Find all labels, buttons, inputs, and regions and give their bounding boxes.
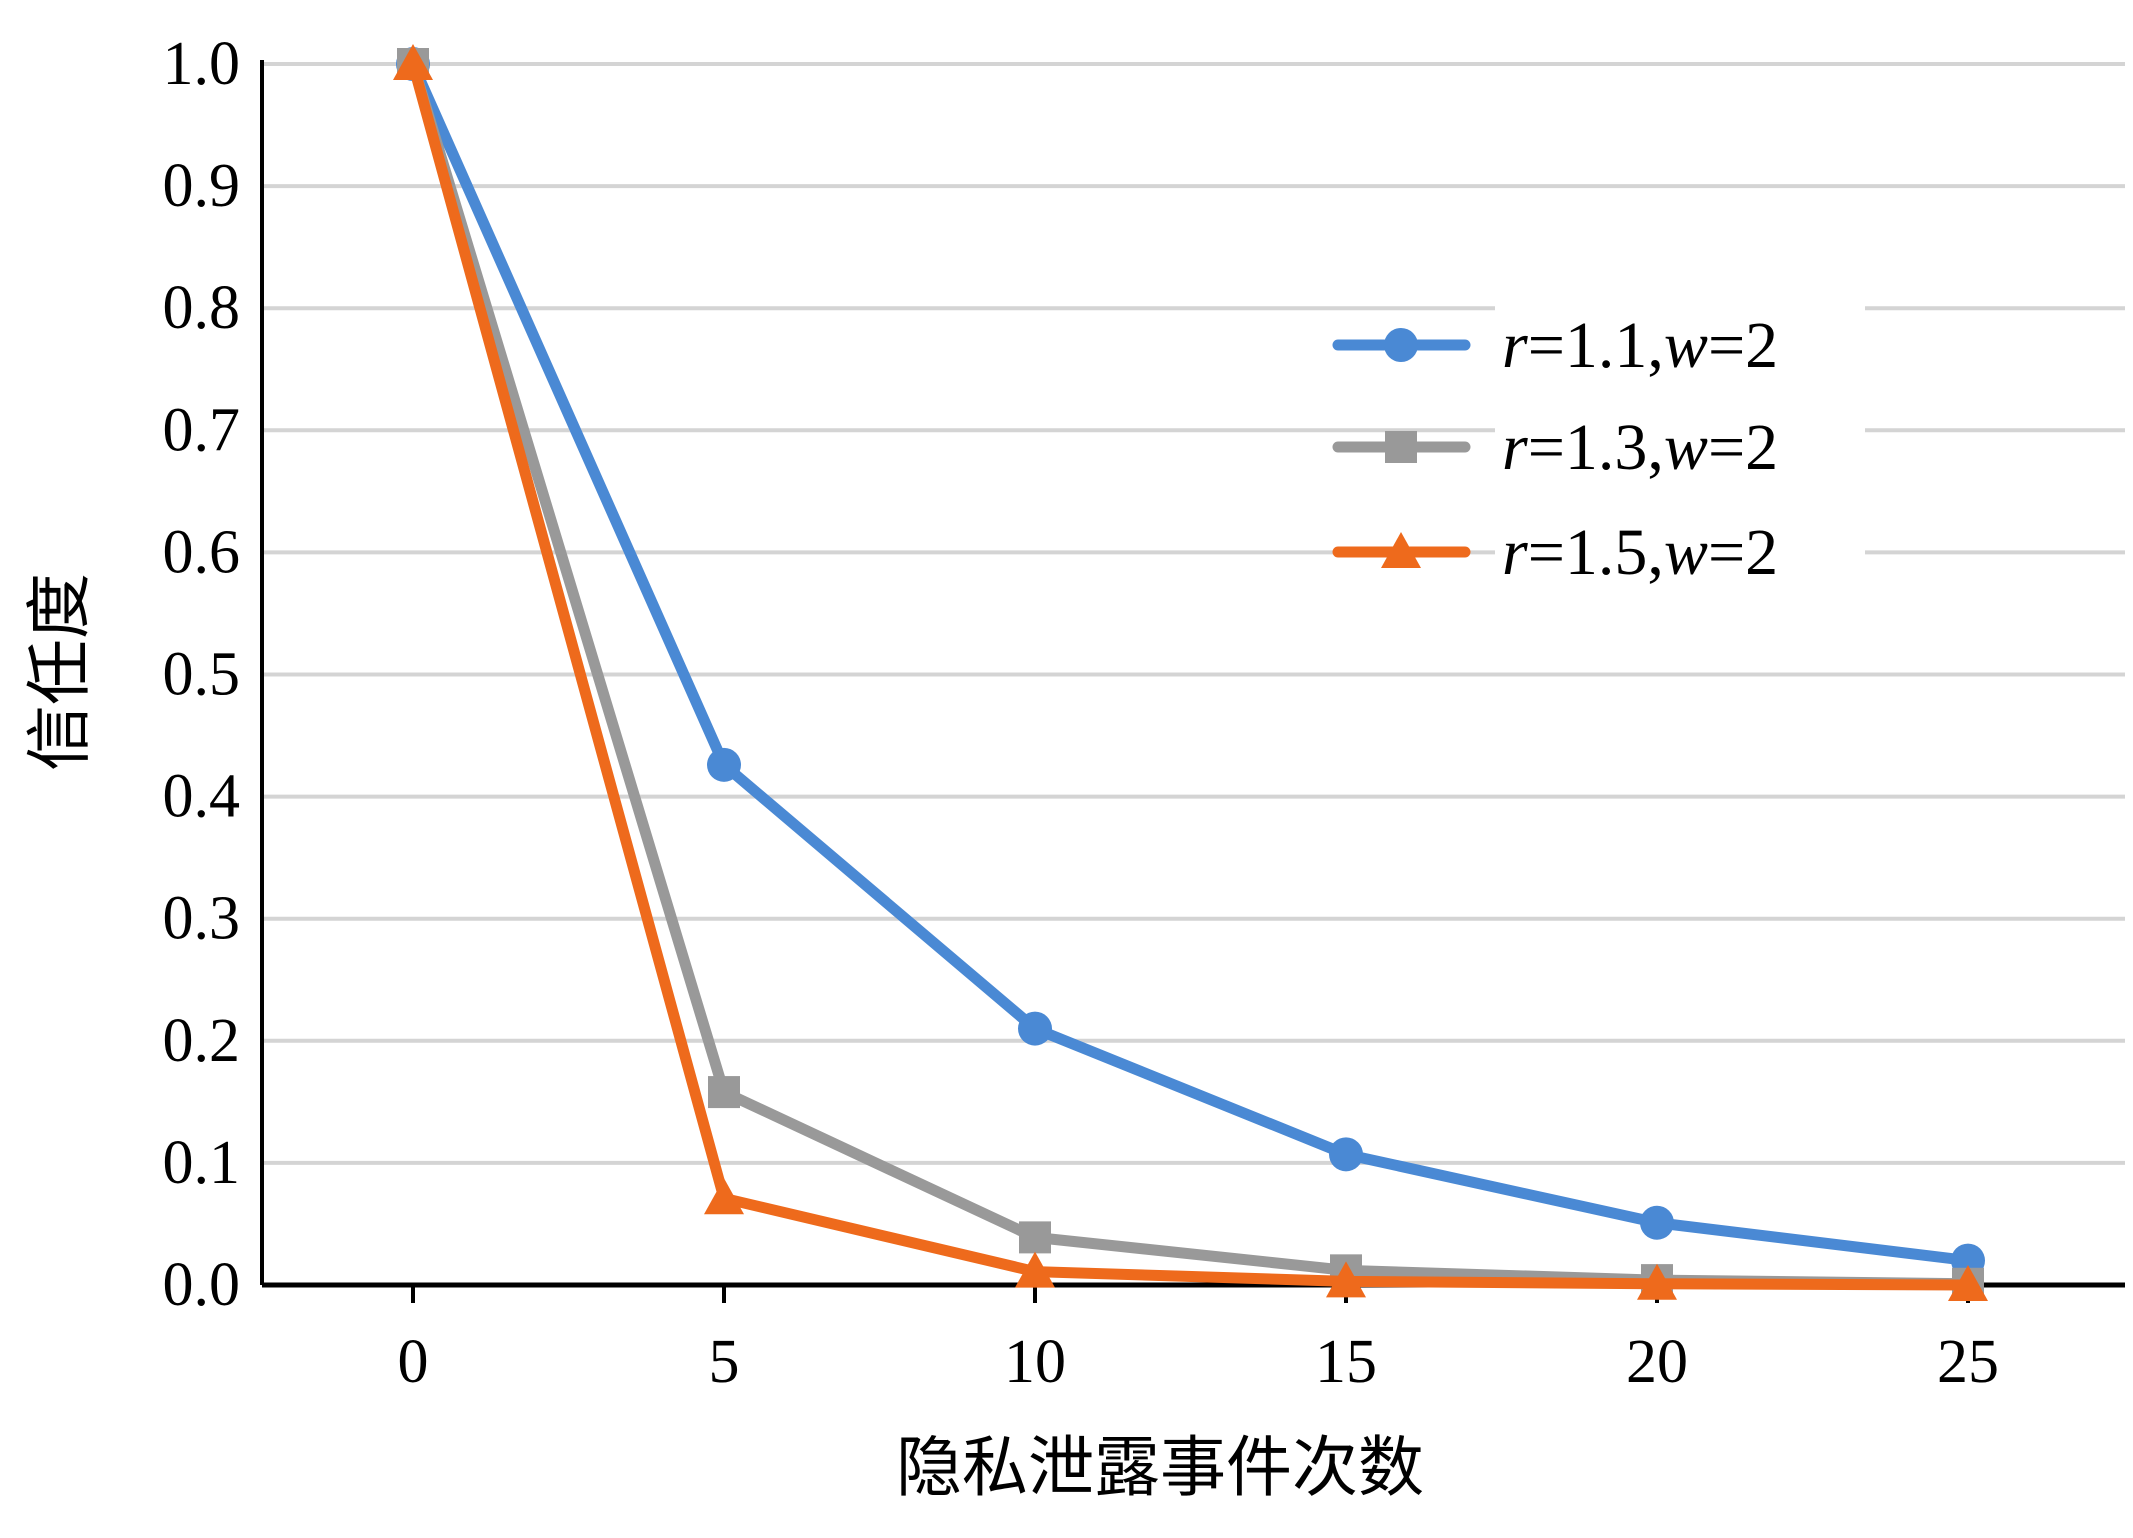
y-tick-label: 1.0 bbox=[163, 30, 241, 98]
legend-label-r-value: =1.3, bbox=[1528, 411, 1664, 484]
data-point bbox=[1326, 1261, 1366, 1298]
y-tick-label: 0.4 bbox=[163, 763, 241, 831]
legend-background bbox=[1495, 305, 1865, 385]
y-tick-label: 0.7 bbox=[163, 396, 241, 464]
legend-label: r=1.1,w=2 bbox=[1502, 309, 1778, 382]
legend-background bbox=[1495, 512, 1865, 592]
x-tick-label: 25 bbox=[1937, 1328, 1999, 1396]
x-tick-label: 0 bbox=[398, 1328, 429, 1396]
y-tick-label: 0.5 bbox=[163, 641, 241, 709]
gridlines bbox=[262, 62, 2125, 1165]
y-tick-labels: 0.0 0.1 0.2 0.3 0.4 0.5 0.6 0.7 0.8 0.9 1.0 bbox=[163, 30, 241, 1319]
y-tick-label: 0.6 bbox=[163, 518, 241, 586]
legend-label-r-value: =1.1, bbox=[1528, 309, 1664, 382]
y-tick-label: 0.2 bbox=[163, 1007, 241, 1075]
legend-label-r: r bbox=[1502, 411, 1528, 484]
legend-label-r: r bbox=[1502, 309, 1528, 382]
legend-label: r=1.3,w=2 bbox=[1502, 411, 1778, 484]
series-line bbox=[407, 58, 1974, 1291]
y-tick-label: 0.8 bbox=[163, 274, 241, 342]
x-tick-label: 20 bbox=[1626, 1328, 1688, 1396]
legend-label-r-value: =1.5, bbox=[1528, 516, 1664, 589]
x-tick-label: 15 bbox=[1315, 1328, 1377, 1396]
legend-label: r=1.5,w=2 bbox=[1502, 516, 1778, 589]
x-axis-title: 隐私泄露事件次数 bbox=[896, 1429, 1424, 1506]
legend-marker bbox=[1385, 431, 1417, 463]
series-line bbox=[407, 58, 1974, 1267]
x-tick-labels: 0 5 10 15 20 25 bbox=[398, 1328, 2000, 1396]
y-tick-label: 0.0 bbox=[163, 1251, 241, 1319]
y-tick-label: 0.3 bbox=[163, 885, 241, 953]
legend-entry: r=1.5,w=2 bbox=[1332, 512, 1865, 592]
x-tick-label: 10 bbox=[1004, 1328, 1066, 1396]
series-3 bbox=[393, 44, 1988, 1301]
data-point bbox=[1329, 1137, 1363, 1172]
legend-marker bbox=[1381, 532, 1421, 568]
series-group bbox=[393, 44, 1988, 1301]
data-point bbox=[1019, 1221, 1051, 1254]
legend-entry: r=1.1,w=2 bbox=[1332, 305, 1865, 385]
data-point bbox=[393, 44, 433, 80]
legend-marker bbox=[1384, 328, 1418, 362]
legend-label-w-value: =2 bbox=[1708, 516, 1778, 589]
data-point bbox=[1948, 1265, 1988, 1301]
legend-label-w: w bbox=[1664, 411, 1708, 484]
axes bbox=[260, 60, 2125, 1303]
data-point bbox=[707, 747, 741, 782]
data-point bbox=[1015, 1251, 1055, 1288]
data-point bbox=[1640, 1205, 1674, 1240]
data-point bbox=[708, 1076, 740, 1109]
legend-label-w: w bbox=[1664, 309, 1708, 382]
legend-label-w-value: =2 bbox=[1708, 411, 1778, 484]
x-tick-label: 5 bbox=[709, 1328, 740, 1396]
data-point bbox=[704, 1178, 744, 1215]
y-tick-label: 0.9 bbox=[163, 152, 241, 220]
series-1 bbox=[396, 47, 1985, 1278]
legend-label-r: r bbox=[1502, 516, 1528, 589]
legend-background bbox=[1495, 407, 1865, 487]
legend-label-w: w bbox=[1664, 516, 1708, 589]
data-point bbox=[1018, 1011, 1052, 1046]
y-axis-title: 信任度 bbox=[21, 573, 98, 771]
y-tick-label: 0.1 bbox=[163, 1129, 241, 1197]
legend-label-w-value: =2 bbox=[1708, 309, 1778, 382]
data-point bbox=[1637, 1263, 1677, 1300]
legend-entry: r=1.3,w=2 bbox=[1332, 407, 1865, 487]
legend: r=1.1,w=2r=1.3,w=2r=1.5,w=2 bbox=[1332, 305, 1865, 592]
